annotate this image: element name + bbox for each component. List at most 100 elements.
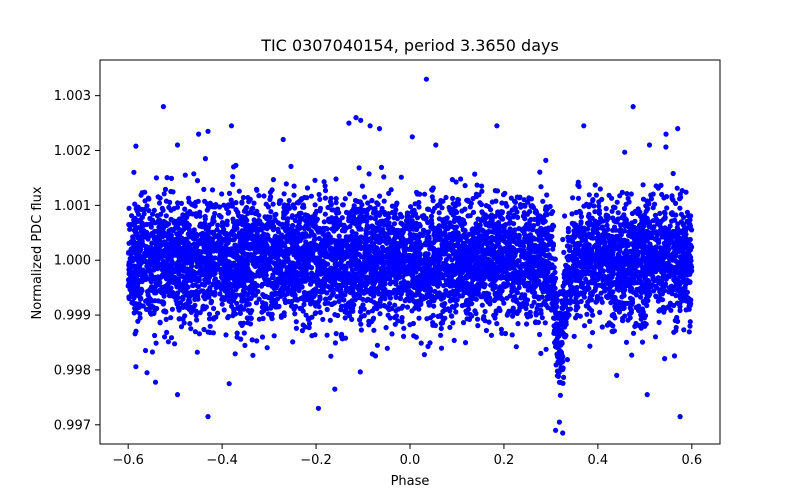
data-point xyxy=(270,201,276,207)
data-point xyxy=(212,210,218,217)
data-point xyxy=(298,210,304,216)
data-point xyxy=(655,275,661,281)
data-point xyxy=(141,228,147,234)
data-point xyxy=(392,302,398,308)
data-point xyxy=(451,337,457,343)
data-point xyxy=(342,196,348,202)
data-point xyxy=(597,215,604,221)
data-point xyxy=(450,201,456,207)
data-point xyxy=(454,297,460,303)
data-point xyxy=(196,290,202,296)
data-point xyxy=(460,320,467,326)
data-point xyxy=(505,214,511,220)
data-point xyxy=(399,319,405,325)
data-point xyxy=(154,213,160,219)
data-point xyxy=(668,307,674,313)
data-point xyxy=(573,295,579,301)
data-point xyxy=(478,294,484,300)
data-point xyxy=(208,300,214,306)
data-point xyxy=(609,195,615,201)
data-point xyxy=(165,339,171,345)
data-point xyxy=(614,199,620,205)
data-point xyxy=(353,233,359,240)
data-point xyxy=(511,198,518,204)
data-point xyxy=(254,338,260,344)
data-point xyxy=(470,195,476,202)
data-point xyxy=(377,311,383,317)
data-point xyxy=(626,199,632,205)
data-point xyxy=(309,333,315,339)
data-point xyxy=(592,209,598,215)
data-point xyxy=(416,315,422,321)
data-point xyxy=(597,186,603,192)
data-point xyxy=(673,292,679,299)
data-point xyxy=(593,285,599,291)
data-point xyxy=(409,208,415,214)
data-point xyxy=(653,183,659,189)
data-point xyxy=(578,290,584,296)
data-point xyxy=(188,309,194,315)
data-point xyxy=(629,352,635,358)
data-point xyxy=(472,308,478,314)
data-point xyxy=(157,195,163,201)
data-point xyxy=(127,226,133,232)
data-point xyxy=(410,320,416,327)
data-point xyxy=(386,190,392,196)
data-point xyxy=(386,290,393,296)
data-point xyxy=(575,195,582,201)
data-point xyxy=(320,316,326,322)
data-point xyxy=(127,255,133,262)
data-point xyxy=(467,204,473,210)
data-point xyxy=(163,198,169,204)
data-point xyxy=(599,324,605,330)
data-point xyxy=(586,192,592,198)
data-point xyxy=(270,227,276,233)
data-point xyxy=(358,327,364,333)
data-point xyxy=(602,239,608,245)
data-point xyxy=(250,352,256,358)
data-point xyxy=(164,329,170,335)
data-point xyxy=(217,291,223,297)
data-point xyxy=(439,241,445,247)
data-point xyxy=(587,318,593,324)
data-point xyxy=(246,296,252,302)
data-point xyxy=(624,191,630,197)
data-point xyxy=(168,315,174,321)
data-point xyxy=(232,242,238,248)
data-point xyxy=(442,229,448,236)
data-point xyxy=(234,330,240,336)
data-point xyxy=(447,324,453,330)
data-point xyxy=(537,169,543,175)
data-point xyxy=(648,192,654,198)
data-point xyxy=(397,269,403,275)
data-point xyxy=(144,203,150,209)
data-point xyxy=(338,307,344,313)
data-point xyxy=(194,317,200,323)
data-point xyxy=(179,273,185,279)
data-point xyxy=(388,187,394,193)
data-point xyxy=(291,183,297,189)
data-point xyxy=(230,174,236,180)
data-point xyxy=(218,214,224,220)
data-point xyxy=(504,280,511,286)
data-point xyxy=(223,332,229,338)
data-point xyxy=(246,301,252,307)
data-point xyxy=(629,301,635,307)
data-point xyxy=(543,157,549,163)
data-point xyxy=(515,321,521,327)
data-point xyxy=(404,304,411,310)
data-point xyxy=(611,328,618,334)
data-point xyxy=(465,306,472,312)
data-point xyxy=(599,196,605,202)
data-point xyxy=(192,329,198,335)
data-point xyxy=(256,316,262,322)
data-point xyxy=(438,320,444,326)
data-point xyxy=(631,280,637,286)
data-point xyxy=(383,325,389,331)
data-point xyxy=(640,196,647,202)
data-point xyxy=(516,285,522,291)
data-point xyxy=(303,239,309,245)
data-point xyxy=(623,249,629,255)
data-point xyxy=(425,343,431,349)
